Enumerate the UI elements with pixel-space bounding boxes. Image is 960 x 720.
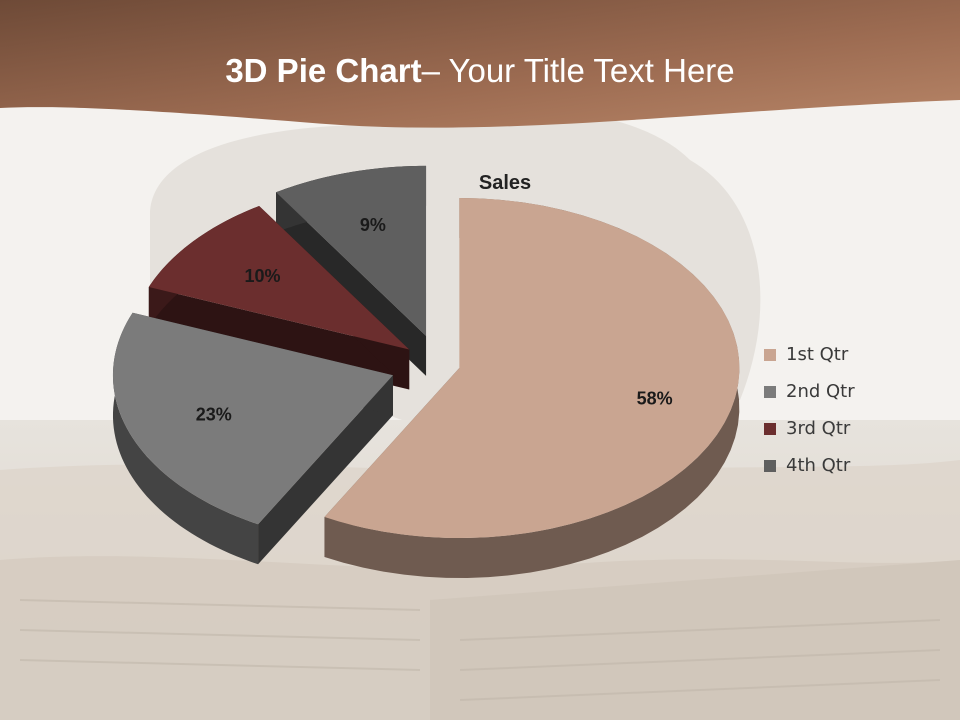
legend-item-2: 2nd Qtr — [764, 373, 855, 410]
legend-item-4: 4th Qtr — [764, 447, 855, 484]
pie-slice-side-1 — [324, 198, 740, 578]
legend-swatch-2 — [764, 385, 776, 398]
data-label-1: 58% — [637, 388, 673, 408]
data-label-3: 10% — [244, 266, 280, 286]
pie-slice-top-1 — [324, 198, 740, 539]
pie-slice-top-4 — [276, 165, 427, 336]
chart-legend: 1st Qtr 2nd Qtr 3rd Qtr 4th Qtr — [764, 336, 855, 484]
legend-swatch-4 — [764, 459, 776, 472]
legend-label-4: 4th Qtr — [786, 455, 851, 476]
legend-item-3: 3rd Qtr — [764, 410, 855, 447]
data-label-2: 23% — [196, 404, 232, 424]
pie-slice-top-3 — [148, 205, 410, 350]
pie-slice-top-2 — [112, 312, 393, 525]
slide-title-rest: – Your Title Text Here — [421, 52, 735, 89]
legend-label-3: 3rd Qtr — [786, 418, 851, 439]
pie-slice-1 — [324, 198, 740, 578]
pie-slice-face-2-0 — [258, 375, 393, 565]
legend-label-2: 2nd Qtr — [786, 381, 855, 402]
slide-title-bold: 3D Pie Chart — [225, 52, 422, 89]
slide-title: 3D Pie Chart– Your Title Text Here — [0, 52, 960, 90]
chart-title: Sales — [479, 172, 531, 194]
legend-swatch-3 — [764, 422, 776, 435]
pie-slice-2 — [112, 312, 393, 565]
legend-label-1: 1st Qtr — [786, 344, 849, 365]
legend-swatch-1 — [764, 348, 776, 361]
data-label-4: 9% — [360, 215, 386, 235]
legend-item-1: 1st Qtr — [764, 336, 855, 373]
